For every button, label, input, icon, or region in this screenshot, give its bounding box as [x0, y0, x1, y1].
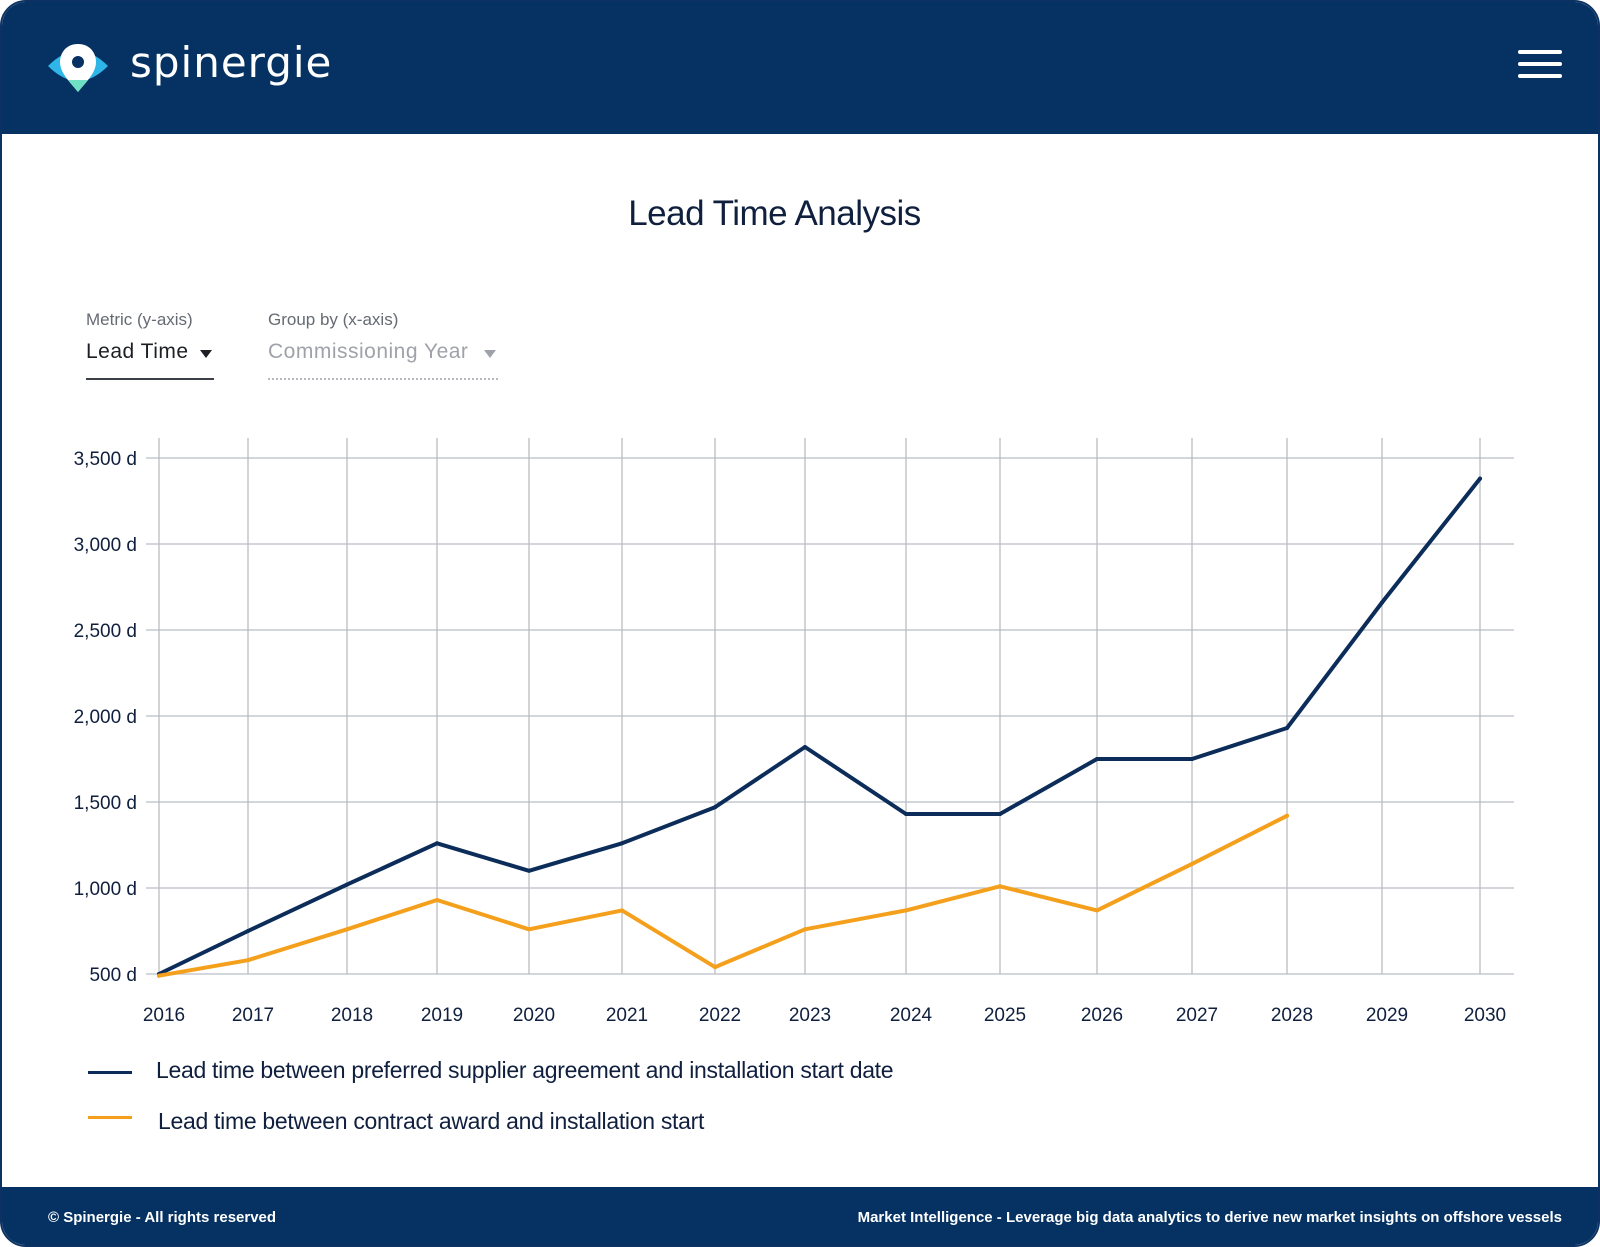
data-point — [1380, 600, 1384, 605]
top-header: spinergie — [2, 2, 1598, 134]
chevron-down-icon — [200, 350, 212, 358]
data-point — [803, 927, 807, 932]
data-point — [157, 973, 161, 978]
y-tick-label: 1,500 d — [74, 793, 137, 814]
series-line-supplier-agreement — [157, 476, 1482, 976]
x-tick-label: 2016 — [143, 1005, 185, 1026]
metric-dropdown[interactable]: Lead Time — [86, 336, 214, 380]
legend-label: Lead time between contract award and ins… — [158, 1108, 705, 1134]
y-tick-label: 1,000 d — [74, 879, 137, 900]
data-point — [998, 812, 1002, 816]
x-tick-label: 2023 — [789, 1005, 831, 1026]
data-point — [904, 812, 908, 816]
y-tick-label: 3,000 d — [74, 535, 137, 556]
x-tick-label: 2030 — [1464, 1005, 1506, 1026]
data-point — [435, 841, 439, 846]
lead-time-line-chart: 500 d 1,000 d 1,500 d 2,000 d 2,500 d 3,000 d… — [74, 438, 1514, 1026]
footer-tagline: Market Intelligence - Leverage big data … — [857, 1209, 1562, 1226]
x-tick-label: 2026 — [1081, 1005, 1123, 1026]
data-point — [1285, 726, 1289, 730]
group-by-dropdown[interactable]: Commissioning Year — [268, 336, 498, 380]
data-point — [1190, 757, 1194, 761]
x-tick-label: 2027 — [1176, 1005, 1218, 1026]
y-tick-label: 3,500 d — [74, 449, 137, 470]
data-point — [246, 958, 250, 963]
x-tick-label: 2019 — [421, 1005, 463, 1026]
data-point — [1095, 908, 1099, 913]
data-point — [1285, 813, 1289, 818]
legend-label: Lead time between preferred supplier agr… — [156, 1057, 894, 1083]
data-point — [1095, 757, 1099, 761]
data-point — [620, 841, 624, 846]
x-tick-label: 2020 — [513, 1005, 555, 1026]
data-point — [998, 884, 1002, 889]
metric-value: Lead Time — [86, 340, 189, 363]
y-axis-ticks: 500 d 1,000 d 1,500 d 2,000 d 2,500 d 3,000 d… — [74, 449, 137, 986]
page-title: Lead Time Analysis — [628, 194, 921, 233]
y-tick-label: 2,000 d — [74, 707, 137, 728]
x-tick-label: 2024 — [890, 1005, 933, 1026]
copyright-text: © Spinergie - All rights reserved — [48, 1209, 277, 1226]
data-point — [713, 965, 717, 970]
brand-name: spinergie — [130, 38, 333, 87]
data-point — [620, 908, 624, 913]
x-tick-label: 2022 — [699, 1005, 741, 1026]
data-point — [713, 805, 717, 810]
series-line-contract-award — [157, 813, 1289, 978]
group-by-value: Commissioning Year — [268, 340, 469, 363]
data-point — [345, 927, 349, 932]
legend-swatch — [88, 1116, 132, 1119]
data-point — [435, 898, 439, 902]
x-tick-label: 2021 — [606, 1005, 648, 1026]
data-point — [527, 868, 531, 873]
data-point — [345, 882, 349, 887]
legend-swatch — [88, 1071, 132, 1074]
y-tick-label: 500 d — [89, 965, 137, 986]
chart-series — [157, 476, 1482, 978]
data-point — [1478, 476, 1482, 481]
hamburger-menu-button[interactable] — [1518, 50, 1562, 84]
x-tick-label: 2018 — [331, 1005, 373, 1026]
spinergie-logo-icon — [48, 44, 108, 92]
data-point — [527, 927, 531, 932]
menu-bar — [1518, 74, 1562, 78]
data-point — [904, 908, 908, 913]
page-footer: © Spinergie - All rights reserved Market… — [2, 1187, 1598, 1245]
x-tick-label: 2017 — [232, 1005, 274, 1026]
x-tick-label: 2029 — [1366, 1005, 1408, 1026]
data-point — [246, 929, 250, 933]
x-axis-ticks: 2016 2017 2018 2019 2020 2021 2022 2023 2024 2025… — [143, 1005, 1506, 1026]
data-point — [1190, 861, 1194, 866]
x-tick-label: 2025 — [984, 1005, 1026, 1026]
y-tick-label: 2,500 d — [74, 621, 137, 642]
menu-bar — [1518, 62, 1562, 66]
group-by-label: Group by (x-axis) — [268, 310, 399, 329]
data-point — [803, 745, 807, 749]
menu-bar — [1518, 50, 1562, 54]
chart-grid — [146, 438, 1514, 975]
metric-label: Metric (y-axis) — [86, 310, 193, 329]
chevron-down-icon — [484, 350, 496, 358]
x-tick-label: 2028 — [1271, 1005, 1313, 1026]
